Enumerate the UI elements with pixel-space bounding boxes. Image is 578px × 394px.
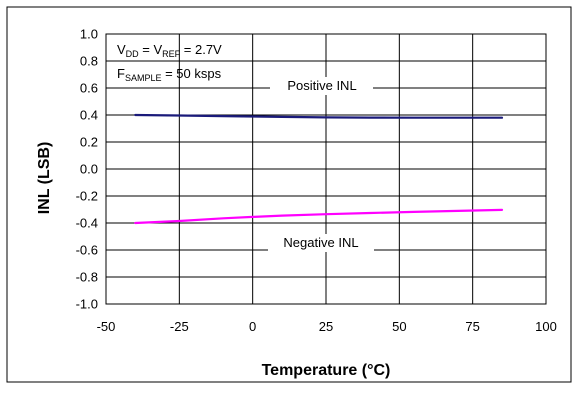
fs-prefix: F (117, 66, 125, 81)
y-tick-label: -1.0 (76, 297, 98, 312)
positive-inl-line (134, 113, 504, 119)
vref-subscript: REF (162, 49, 181, 59)
y-tick-label: -0.6 (76, 243, 98, 258)
y-tick-label: 0.4 (80, 108, 98, 123)
y-tick-label: 0.2 (80, 135, 98, 150)
x-tick-label: -25 (170, 319, 189, 334)
fs-suffix: = 50 ksps (161, 66, 221, 81)
y-tick-label: -0.2 (76, 189, 98, 204)
x-tick-label: 50 (392, 319, 406, 334)
x-tick-label: 100 (535, 319, 557, 334)
fsample-annotation: FSAMPLE = 50 ksps (117, 66, 222, 83)
negative-inl-label: Negative INL (283, 235, 358, 250)
x-tick-labels: -50 -25 0 25 50 75 100 (97, 319, 557, 334)
vdd-subscript: DD (126, 49, 139, 59)
x-tick-label: 0 (249, 319, 256, 334)
vref-suffix: = 2.7V (180, 42, 222, 57)
vdd-prefix: V (117, 42, 126, 57)
x-axis-title: Temperature (°C) (262, 362, 391, 379)
y-tick-label: 0.6 (80, 81, 98, 96)
x-tick-label: 25 (319, 319, 333, 334)
y-tick-label: -0.4 (76, 216, 98, 231)
vref-mid: = V (139, 42, 163, 57)
negative-inl-label-bg (268, 234, 374, 252)
negative-inl-line (134, 208, 504, 225)
y-tick-label: 0.8 (80, 54, 98, 69)
vdd-vref-annotation: VDD = VREF = 2.7V (117, 42, 222, 59)
outer-frame (6, 6, 572, 383)
positive-inl-label: Positive INL (287, 78, 356, 93)
y-tick-label: -0.8 (76, 270, 98, 285)
plot-area-border (105, 33, 547, 305)
x-tick-label: -50 (97, 319, 116, 334)
series-layer (134, 113, 504, 225)
y-axis-title: INL (LSB) (36, 142, 53, 215)
fs-subscript: SAMPLE (125, 73, 162, 83)
positive-inl-label-bg (270, 77, 373, 95)
y-tick-labels: 1.0 0.8 0.6 0.4 0.2 0.0 -0.2 -0.4 -0.6 -0.8 -1.0 (76, 27, 98, 312)
y-tick-label: 0.0 (80, 162, 98, 177)
x-tick-label: 75 (465, 319, 479, 334)
y-tick-label: 1.0 (80, 27, 98, 42)
